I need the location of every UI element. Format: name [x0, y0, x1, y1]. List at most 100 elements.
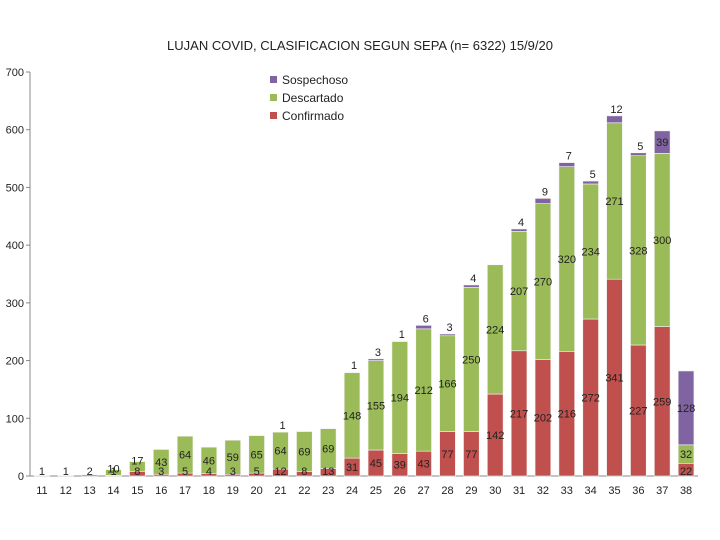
data-label-sospechoso: 1: [399, 329, 405, 341]
bar-descartado: [224, 439, 241, 475]
data-label-sospechoso: 1: [351, 360, 357, 372]
x-tick-label: 37: [656, 485, 668, 497]
bar-confirmado: [33, 475, 51, 477]
data-label-descartado: 148: [343, 410, 361, 422]
data-label-sospechoso: 39: [656, 137, 668, 149]
x-tick-label: 22: [298, 485, 310, 497]
y-tick-label: 300: [6, 298, 24, 310]
data-label-descartado: 166: [438, 379, 456, 391]
data-label-confirmado: 8: [301, 466, 307, 478]
data-label-descartado: 207: [510, 286, 528, 298]
x-tick-label: 25: [370, 485, 382, 497]
data-label-sospechoso: 7: [566, 151, 572, 163]
data-label-confirmado: 3: [158, 466, 164, 478]
data-label-descartado: 59: [227, 452, 239, 464]
data-label-descartado: 64: [179, 450, 191, 462]
data-label-descartado: 17: [131, 456, 143, 468]
data-label-confirmado: 216: [558, 409, 576, 421]
data-label-confirmado: 227: [629, 405, 647, 417]
data-label-sospechoso: 9: [542, 186, 548, 198]
bar-sospechoso: [582, 180, 599, 185]
x-tick-label: 17: [179, 485, 191, 497]
data-label-confirmado: 31: [346, 462, 358, 474]
data-label-confirmado: 12: [274, 466, 286, 478]
legend-label-confirmado: Confirmado: [282, 109, 344, 123]
data-label-descartado: 194: [391, 393, 409, 405]
data-label-sospechoso: 1: [279, 420, 285, 432]
data-label-confirmado: 202: [534, 413, 552, 425]
bar-descartado: [248, 435, 265, 474]
data-label-descartado: 32: [680, 449, 692, 461]
legend-swatch-sospechoso: [270, 76, 277, 83]
x-tick-label: 35: [608, 485, 620, 497]
data-label-sospechoso: 4: [470, 273, 476, 285]
legend-label-sospechoso: Sospechoso: [282, 73, 348, 87]
chart-title: LUJAN COVID, CLASIFICACION SEGUN SEPA (n…: [167, 38, 553, 53]
bar-descartado: [272, 431, 289, 470]
x-tick-label: 28: [441, 485, 453, 497]
data-label-descartado: 64: [274, 446, 286, 458]
data-label-confirmado: 8: [134, 466, 140, 478]
bar-descartado: [487, 264, 504, 395]
data-label-sospechoso: 6: [423, 313, 429, 325]
legend-swatch-confirmado: [270, 112, 277, 119]
data-label-sospechoso: 4: [518, 217, 524, 229]
y-tick-label: 600: [6, 125, 24, 137]
bar-descartado: [296, 431, 313, 472]
bar-sospechoso: [606, 115, 623, 124]
data-label-sospechoso: 128: [677, 403, 695, 415]
y-tick-label: 100: [6, 413, 24, 425]
legend-label-descartado: Descartado: [282, 91, 344, 105]
x-tick-label: 21: [274, 485, 286, 497]
data-label-confirmado: 22: [680, 466, 692, 478]
data-label-confirmado: 341: [605, 373, 623, 385]
bar-sospechoso: [654, 130, 671, 154]
data-label-descartado: 10: [107, 464, 119, 476]
data-label-confirmado: 77: [441, 449, 453, 461]
data-label-descartado: 155: [367, 400, 385, 412]
data-label-descartado: 69: [322, 444, 334, 456]
x-tick-label: 13: [84, 485, 96, 497]
bar-descartado: [176, 435, 194, 474]
bar-sospechoso: [510, 228, 528, 232]
bar-sospechoso: [343, 371, 361, 374]
bar-sospechoso: [677, 370, 695, 446]
x-tick-label: 14: [107, 485, 119, 497]
x-tick-label: 29: [465, 485, 477, 497]
x-tick-label: 30: [489, 485, 501, 497]
bar-sospechoso: [439, 333, 456, 337]
x-tick-label: 23: [322, 485, 334, 497]
bar-sospechoso: [534, 198, 552, 204]
legend-swatch-descartado: [270, 94, 277, 101]
bar-sospechoso: [463, 284, 480, 288]
x-tick-label: 16: [155, 485, 167, 497]
data-label-confirmado: 43: [418, 459, 430, 471]
data-label-descartado: 328: [629, 245, 647, 257]
bar-descartado: [320, 428, 337, 469]
bar-descartado: [105, 469, 122, 476]
bar-sospechoso: [391, 340, 408, 342]
x-tick-label: 38: [680, 485, 692, 497]
x-tick-label: 12: [60, 485, 72, 497]
data-label-sospechoso: 3: [446, 322, 452, 334]
bar-sospechoso: [415, 325, 432, 330]
data-label-descartado: 250: [462, 354, 480, 366]
data-label-descartado: 69: [298, 446, 310, 458]
y-tick-label: 700: [6, 67, 24, 79]
data-label-descartado: 320: [558, 254, 576, 266]
data-label-descartado: 224: [486, 324, 504, 336]
bar-sospechoso: [630, 152, 647, 156]
data-label-confirmado: 1: [39, 466, 45, 478]
x-tick-label: 31: [513, 485, 525, 497]
data-label-confirmado: 142: [486, 430, 504, 442]
data-label-sospechoso: 12: [610, 104, 622, 116]
bar-confirmado: [81, 474, 98, 477]
data-label-confirmado: 3: [230, 466, 236, 478]
x-tick-label: 34: [585, 485, 597, 497]
x-tick-label: 36: [632, 485, 644, 497]
data-label-descartado: 65: [251, 449, 263, 461]
x-tick-label: 33: [561, 485, 573, 497]
y-tick-label: 500: [6, 182, 24, 194]
bar-sospechoso: [558, 162, 575, 167]
